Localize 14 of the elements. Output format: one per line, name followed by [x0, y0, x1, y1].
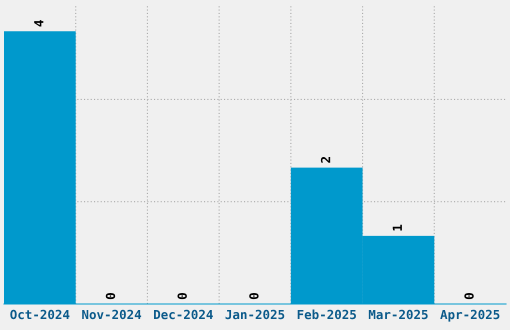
x-tick-label: Jan-2025	[226, 310, 284, 320]
x-tick-label: Dec-2024	[154, 310, 213, 320]
data-label: 1	[392, 224, 402, 231]
data-label: 4	[34, 20, 44, 26]
x-tick-label: Oct-2024	[10, 310, 70, 320]
x-tick-label: Nov-2024	[82, 310, 142, 320]
x-tick-label: Mar-2025	[368, 310, 428, 320]
data-label: 2	[320, 156, 330, 163]
data-label: 0	[177, 293, 187, 300]
data-label: 0	[464, 293, 474, 300]
data-label: 0	[106, 293, 116, 300]
x-tick-label: Feb-2025	[298, 310, 356, 320]
data-label: 0	[249, 293, 259, 300]
x-tick-label: Apr-2025	[440, 310, 500, 322]
